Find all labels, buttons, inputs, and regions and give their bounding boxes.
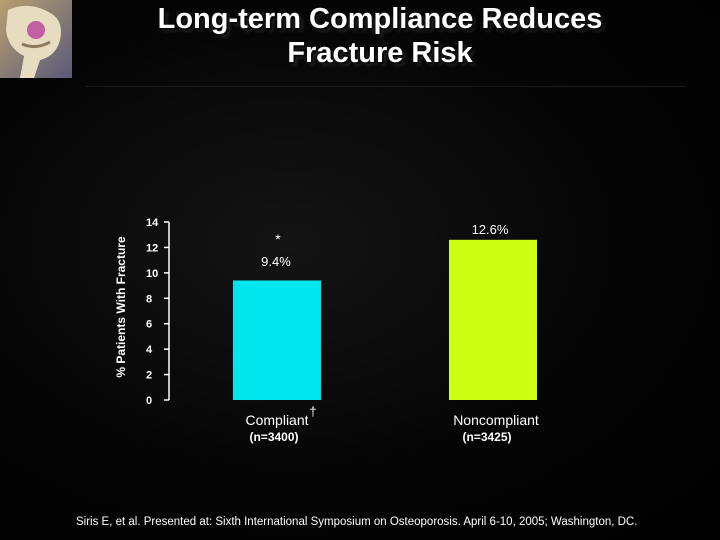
y-tick-label: 10: [146, 268, 158, 280]
bar-noncompliant: [449, 239, 537, 400]
citation: Siris E, et al. Presented at: Sixth Inte…: [76, 516, 638, 528]
x-category-label: Compliant: [245, 412, 308, 428]
significance-marker: *: [275, 231, 281, 247]
slide-title-line2: Fracture Risk: [287, 37, 473, 69]
data-label: 9.4%: [261, 254, 291, 269]
y-tick-label: 2: [146, 370, 152, 382]
dagger-marker: †: [309, 404, 316, 419]
slide-title-line1: Long-term Compliance Reduces: [157, 3, 603, 35]
y-tick-label: 14: [146, 217, 159, 229]
title-divider: [85, 86, 685, 87]
y-tick-label: 4: [146, 344, 153, 356]
hip-bone-logo: [0, 0, 72, 78]
sample-size-label: (n=3400): [249, 430, 298, 444]
y-tick-label: 8: [146, 293, 152, 305]
x-category-label: Noncompliant: [453, 412, 539, 428]
y-tick-label: 0: [146, 395, 152, 407]
y-tick-label: 12: [146, 242, 158, 254]
y-axis-label: % Patients With Fracture: [114, 236, 128, 378]
bar-compliant: [233, 280, 321, 400]
sample-size-label: (n=3425): [462, 430, 511, 444]
data-label: 12.6%: [472, 222, 509, 237]
y-tick-label: 6: [146, 319, 152, 331]
